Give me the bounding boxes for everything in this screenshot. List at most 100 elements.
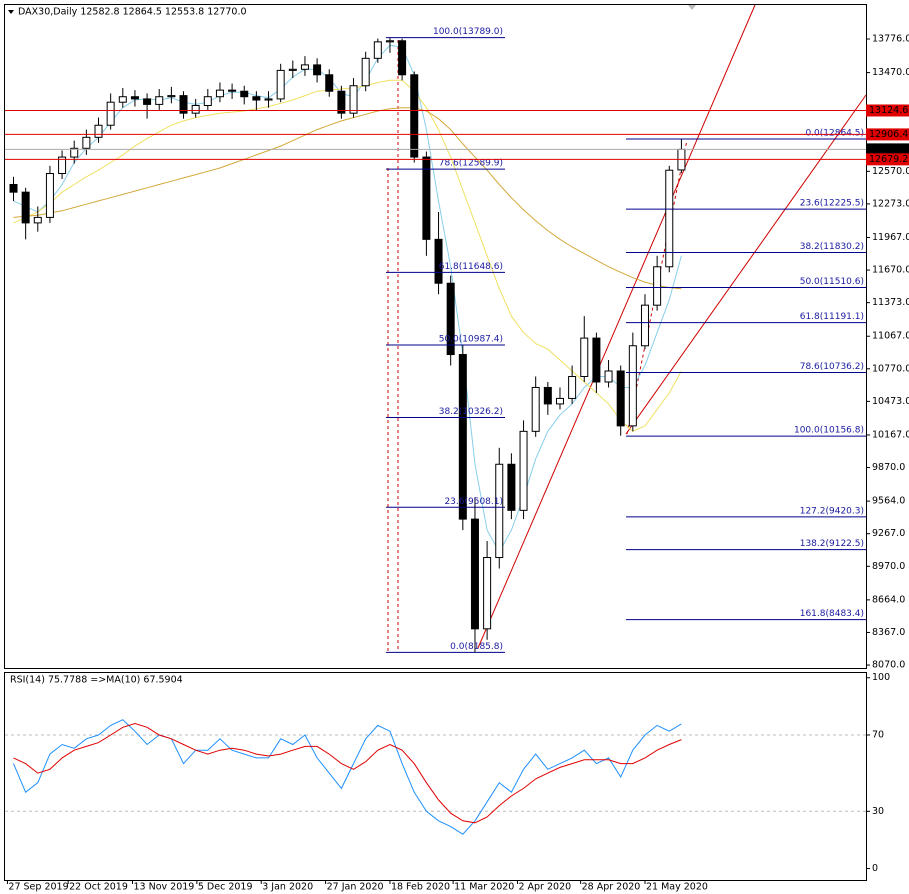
candle-body bbox=[325, 74, 334, 92]
candle-body bbox=[167, 95, 176, 98]
trend-line bbox=[477, 4, 756, 649]
candle-body bbox=[373, 41, 382, 59]
candle-body bbox=[33, 216, 42, 224]
y-tick-label: 8970.0 bbox=[872, 561, 905, 572]
fib-label: 100.0(10156.8) bbox=[794, 426, 864, 436]
x-tick-label: 13 Nov 2019 bbox=[134, 882, 195, 893]
shift-marker bbox=[688, 5, 696, 10]
fib-label: 50.0(10987.4) bbox=[439, 334, 503, 344]
y-tick-label: 8070.0 bbox=[872, 660, 905, 671]
fib-label: 61.8(11648.6) bbox=[439, 262, 503, 272]
fib-label: 23.6(9508.1) bbox=[444, 497, 503, 507]
rsi-line bbox=[13, 719, 682, 835]
y-tick-label: 30 bbox=[872, 806, 884, 817]
candle-body bbox=[483, 557, 492, 630]
y-tick-label: 11067.0 bbox=[872, 331, 909, 342]
x-tick-label: 3 Jan 2020 bbox=[262, 882, 313, 893]
indicator-title: RSI(14) 75.7788 =>MA(10) 67.5904 bbox=[10, 675, 183, 686]
y-tick-label: 70 bbox=[872, 729, 884, 740]
price-label: 13124.6 bbox=[869, 105, 908, 116]
candle-body bbox=[555, 397, 564, 405]
fib-label: 0.0(12864.5) bbox=[805, 129, 864, 139]
candle-body bbox=[82, 136, 91, 149]
candle-body bbox=[203, 96, 212, 106]
candle-body bbox=[410, 74, 419, 158]
y-tick-label: 12273.0 bbox=[872, 198, 909, 209]
candle-body bbox=[300, 64, 309, 70]
candle-body bbox=[385, 40, 394, 43]
moving-average bbox=[13, 107, 682, 290]
y-tick-label: 13470.0 bbox=[872, 67, 909, 78]
rsi-panel bbox=[4, 672, 867, 881]
fib-label: 23.6(12225.5) bbox=[800, 199, 864, 209]
candle-body bbox=[398, 40, 407, 76]
candle-body bbox=[191, 104, 200, 114]
candle-body bbox=[276, 69, 285, 100]
y-tick-label: 10770.0 bbox=[872, 363, 909, 374]
candle-body bbox=[495, 463, 504, 559]
price-label-bg bbox=[866, 128, 909, 141]
candle-body bbox=[240, 90, 249, 98]
candle-body bbox=[470, 518, 479, 630]
candle-body bbox=[543, 386, 552, 405]
moving-average bbox=[13, 79, 682, 432]
y-tick-label: 13776.0 bbox=[872, 34, 909, 45]
menu-icon bbox=[8, 10, 14, 14]
fib-label: 50.0(11510.6) bbox=[800, 277, 864, 287]
fib-label: 161.8(8483.4) bbox=[800, 609, 864, 619]
y-tick-label: 9564.0 bbox=[872, 496, 905, 507]
candle-body bbox=[313, 64, 322, 76]
fib-label: 127.2(9420.3) bbox=[800, 506, 864, 516]
fib-label: 38.2(10326.2) bbox=[439, 407, 503, 417]
y-tick-label: 100 bbox=[872, 672, 890, 683]
candle-body bbox=[130, 96, 139, 100]
candle-body bbox=[45, 173, 54, 218]
moving-average bbox=[13, 44, 682, 554]
candle-body bbox=[9, 183, 18, 193]
candle-body bbox=[349, 85, 358, 114]
x-tick-label: 27 Sep 2019 bbox=[8, 882, 68, 893]
chart-title: DAX30,Daily 12582.8 12864.5 12553.8 1277… bbox=[18, 7, 247, 18]
candle-body bbox=[94, 124, 103, 138]
fib-label: 78.6(10736.2) bbox=[800, 362, 864, 372]
price-panel bbox=[4, 4, 867, 669]
y-tick-label: 10167.0 bbox=[872, 429, 909, 440]
candle-body bbox=[70, 147, 79, 158]
price-label: 12770.0 bbox=[869, 144, 908, 155]
candle-body bbox=[143, 98, 152, 105]
trend-line bbox=[625, 94, 867, 435]
candle-body bbox=[604, 370, 613, 383]
candle-body bbox=[531, 386, 540, 432]
x-tick-label: 5 Dec 2019 bbox=[198, 882, 253, 893]
y-tick-label: 11373.0 bbox=[872, 297, 909, 308]
candle-body bbox=[592, 337, 601, 383]
x-tick-label: 28 Apr 2020 bbox=[582, 882, 641, 893]
candle-body bbox=[58, 156, 67, 175]
price-label-bg bbox=[866, 153, 909, 166]
candle-body bbox=[616, 370, 625, 427]
candle-body bbox=[568, 375, 577, 399]
candle-body bbox=[21, 191, 30, 224]
price-plot bbox=[9, 37, 686, 652]
candle-body bbox=[665, 169, 674, 268]
x-tick-label: 11 Mar 2020 bbox=[454, 882, 514, 893]
candle-body bbox=[519, 430, 528, 511]
price-label-bg bbox=[866, 104, 909, 117]
y-tick-label: 8367.0 bbox=[872, 627, 905, 638]
fib-label: 78.6(12589.9) bbox=[439, 159, 503, 169]
candle-body bbox=[653, 266, 662, 306]
y-tick-label: 9870.0 bbox=[872, 462, 905, 473]
x-tick-label: 21 May 2020 bbox=[646, 882, 708, 893]
y-tick-label: 9267.0 bbox=[872, 528, 905, 539]
candle-body bbox=[264, 98, 273, 101]
candle-body bbox=[155, 96, 164, 105]
price-label: 12906.4 bbox=[869, 129, 908, 140]
candle-body bbox=[640, 304, 649, 347]
y-tick-label: 11967.0 bbox=[872, 232, 909, 243]
candle-body bbox=[361, 57, 370, 87]
fib-label: 61.8(11191.1) bbox=[800, 312, 864, 322]
candle-body bbox=[252, 96, 261, 101]
fib-label: 100.0(13789.0) bbox=[433, 27, 503, 37]
candle-body bbox=[106, 101, 115, 126]
